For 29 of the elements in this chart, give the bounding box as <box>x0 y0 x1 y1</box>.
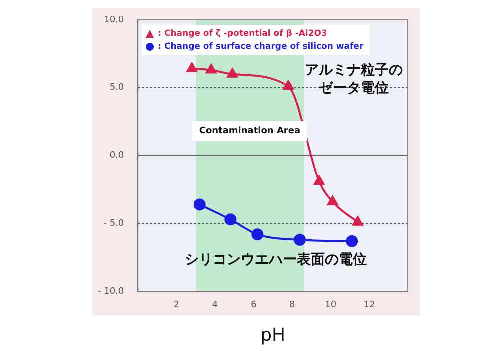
annotation: シリコンウエハー表面の電位 <box>184 252 367 268</box>
y-tick-label: - 5.0 <box>104 219 124 230</box>
point <box>352 216 364 226</box>
y-tick-label: 0.0 <box>110 151 124 162</box>
point <box>346 235 358 248</box>
y-tick-label: 5.0 <box>110 83 124 94</box>
point <box>314 176 325 186</box>
x-tick-label: 4 <box>212 300 218 310</box>
point <box>194 198 206 211</box>
point <box>224 214 237 226</box>
x-tick-label: 8 <box>289 300 296 310</box>
annotation: アルミナ粒子のゼータ電位 <box>305 62 404 96</box>
point <box>206 64 217 74</box>
x-tick-label: 12 <box>364 300 376 310</box>
point <box>283 80 294 90</box>
point <box>294 234 306 246</box>
point <box>227 68 238 78</box>
point <box>252 228 264 241</box>
band-label: Contamination Area <box>199 126 301 137</box>
x-tick-label: 6 <box>250 300 257 310</box>
x-tick-label: 2 <box>174 300 180 310</box>
y-tick-label: - 10.0 <box>98 286 124 297</box>
x-axis-title: pH <box>260 324 286 346</box>
point <box>327 196 338 206</box>
x-tick-label: 10 <box>325 300 337 310</box>
legend-label: : Change of surface charge of silicon wafer <box>158 42 364 52</box>
y-tick-label: 10.0 <box>104 15 124 26</box>
point <box>186 62 198 72</box>
legend-label: : Change of ζ -potential of β -Al2O3 <box>158 28 328 38</box>
